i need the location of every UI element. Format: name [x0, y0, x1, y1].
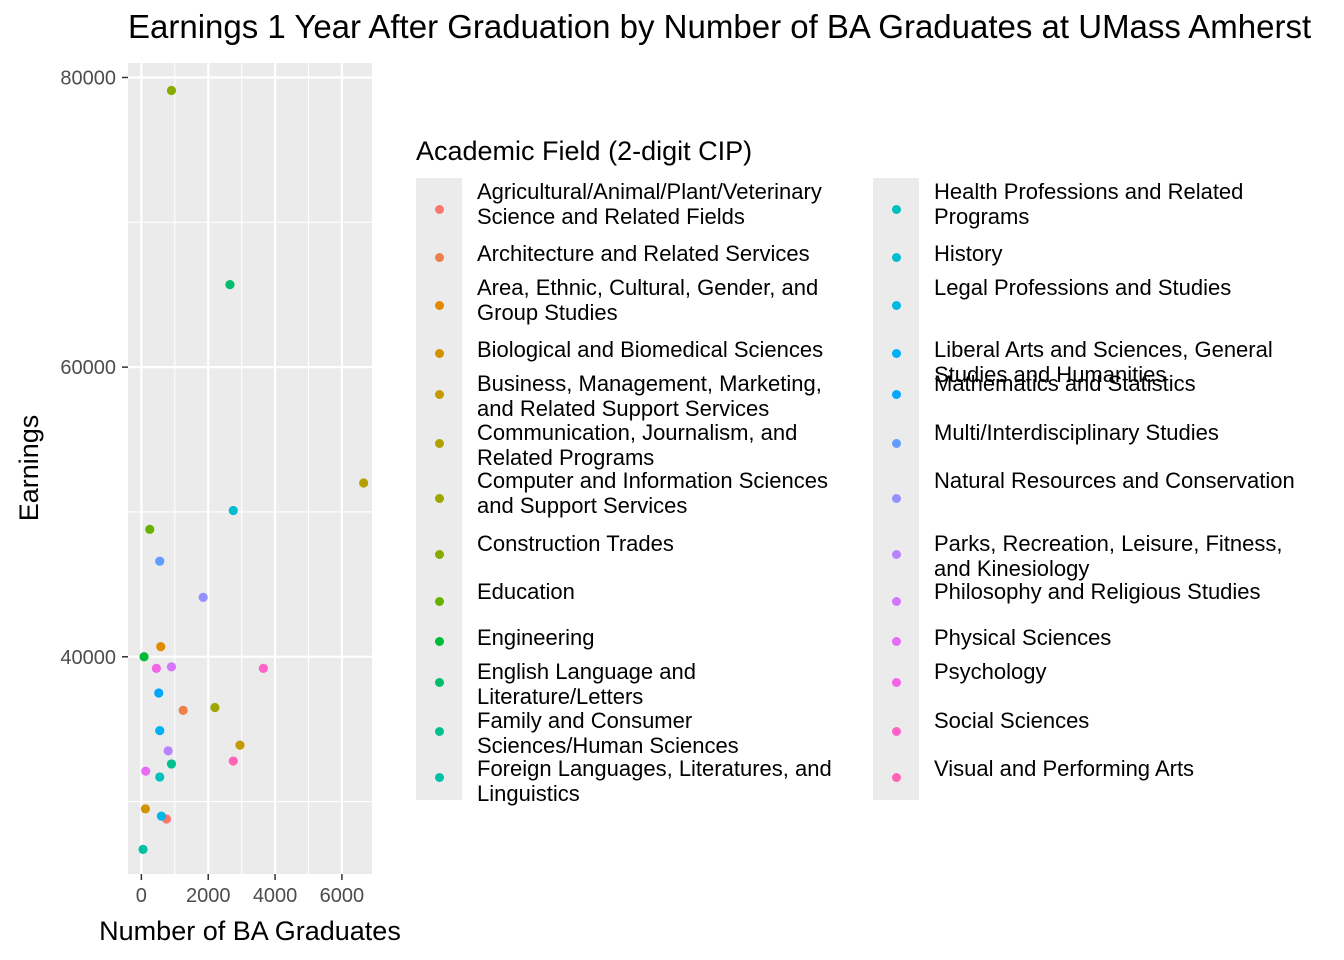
legend-label: English Language and Literature/Letters: [477, 659, 696, 709]
x-axis-title: Number of BA Graduates: [99, 916, 401, 946]
legend-swatch: [892, 494, 901, 503]
legend-label: Construction Trades: [477, 531, 674, 556]
data-point: [166, 662, 177, 672]
data-point: [138, 844, 148, 854]
legend-label: Legal Professions and Studies: [934, 275, 1232, 300]
data-point: [163, 746, 173, 756]
legend-swatch: [892, 773, 901, 782]
legend-key-background: [873, 178, 919, 800]
legend-swatch: [435, 348, 444, 358]
data-point: [155, 556, 165, 566]
data-point: [198, 592, 208, 602]
legend-swatch: [435, 204, 444, 214]
y-tick-label: 60000: [60, 357, 116, 379]
legend-label: Education: [477, 579, 575, 604]
data-point: [154, 688, 164, 698]
axes: 0 2000 4000 6000 40000 60000 80000: [60, 67, 364, 907]
data-point: [166, 759, 177, 769]
legend-label: Multi/Interdisciplinary Studies: [934, 420, 1219, 445]
legend-swatch: [435, 773, 444, 782]
data-point: [210, 702, 220, 713]
legend-key-background: [416, 178, 462, 800]
legend-label: Natural Resources and Conservation: [934, 468, 1295, 493]
legend-title: Academic Field (2-digit CIP): [416, 136, 753, 166]
legend-swatch: [892, 390, 901, 399]
legend-swatch: [892, 596, 901, 606]
legend-label: Philosophy and Religious Studies: [934, 579, 1261, 604]
data-point: [139, 652, 149, 662]
legend-swatch: [435, 678, 444, 687]
data-point: [140, 804, 150, 814]
data-point: [359, 478, 369, 488]
data-point: [155, 772, 165, 782]
x-tick-label: 6000: [320, 885, 365, 907]
grid-lines: [128, 63, 372, 874]
legend-swatch: [892, 549, 901, 559]
legend-label: Area, Ethnic, Cultural, Gender, and Grou…: [477, 275, 819, 325]
legend-swatch: [892, 252, 901, 262]
legend-label: Psychology: [934, 659, 1047, 684]
legend-label: Agricultural/Animal/Plant/Veterinary Sci…: [477, 179, 822, 229]
legend-label: Physical Sciences: [934, 625, 1112, 650]
legend-swatch: [435, 549, 444, 559]
legend-label: Social Sciences: [934, 708, 1090, 733]
plot-panel: [128, 63, 372, 874]
legend-label: Liberal Arts and Sciences, General Studi…: [934, 337, 1273, 387]
data-point: [151, 663, 162, 673]
chart-title: Earnings 1 Year After Graduation by Numb…: [128, 8, 1312, 45]
legend-swatch: [435, 726, 444, 736]
legend-swatch: [892, 204, 901, 214]
data-point: [225, 279, 235, 290]
data-point: [145, 524, 155, 534]
legend-swatch: [435, 636, 444, 646]
y-axis-title: Earnings: [14, 415, 44, 522]
data-point: [156, 811, 167, 821]
data-points: [138, 85, 369, 854]
x-tick-label: 2000: [186, 885, 231, 907]
y-tick-label: 80000: [60, 67, 116, 89]
x-tick-label: 4000: [253, 885, 298, 907]
legend-swatch: [892, 678, 901, 687]
legend-swatch: [892, 348, 901, 358]
legend-label: Parks, Recreation, Leisure, Fitness, and…: [934, 531, 1283, 581]
legend-label: History: [934, 241, 1003, 266]
data-point: [228, 756, 238, 766]
legend-swatch: [435, 596, 444, 606]
data-point: [156, 642, 166, 652]
legend-label: Architecture and Related Services: [477, 241, 810, 266]
legend-label: Visual and Performing Arts: [934, 756, 1195, 781]
legend-swatch: [892, 636, 901, 646]
legend-label: Communication, Journalism, and Related P…: [477, 420, 798, 470]
data-point: [258, 663, 268, 673]
legend-label: Engineering: [477, 625, 595, 650]
legend-swatch: [892, 438, 901, 448]
y-tick-label: 40000: [60, 647, 116, 669]
legend-swatch: [892, 726, 901, 736]
legend-label: Computer and Information Sciences and Su…: [477, 468, 828, 518]
data-point: [155, 726, 165, 736]
legend-swatch: [435, 300, 444, 310]
data-point: [141, 766, 151, 776]
legend-label: Family and Consumer Sciences/Human Scien…: [477, 708, 739, 758]
legend-swatch: [435, 390, 444, 399]
legend-label: Biological and Biomedical Sciences: [477, 337, 824, 362]
legend-swatch: [435, 438, 444, 448]
x-tick-label: 0: [136, 885, 147, 907]
legend-label: Business, Management, Marketing, and Rel…: [477, 371, 822, 421]
data-point: [235, 740, 245, 750]
legend-label: Mathematics and Statistics: [934, 371, 1196, 396]
legend-label: Foreign Languages, Literatures, and Ling…: [477, 756, 832, 806]
data-point: [166, 85, 177, 96]
data-point: [178, 705, 188, 715]
legend-swatch: [435, 252, 444, 262]
data-point: [228, 505, 238, 516]
legend-swatch: [435, 494, 444, 503]
legend-swatch: [892, 300, 901, 310]
legend-label: Health Professions and Related Programs: [934, 179, 1244, 229]
